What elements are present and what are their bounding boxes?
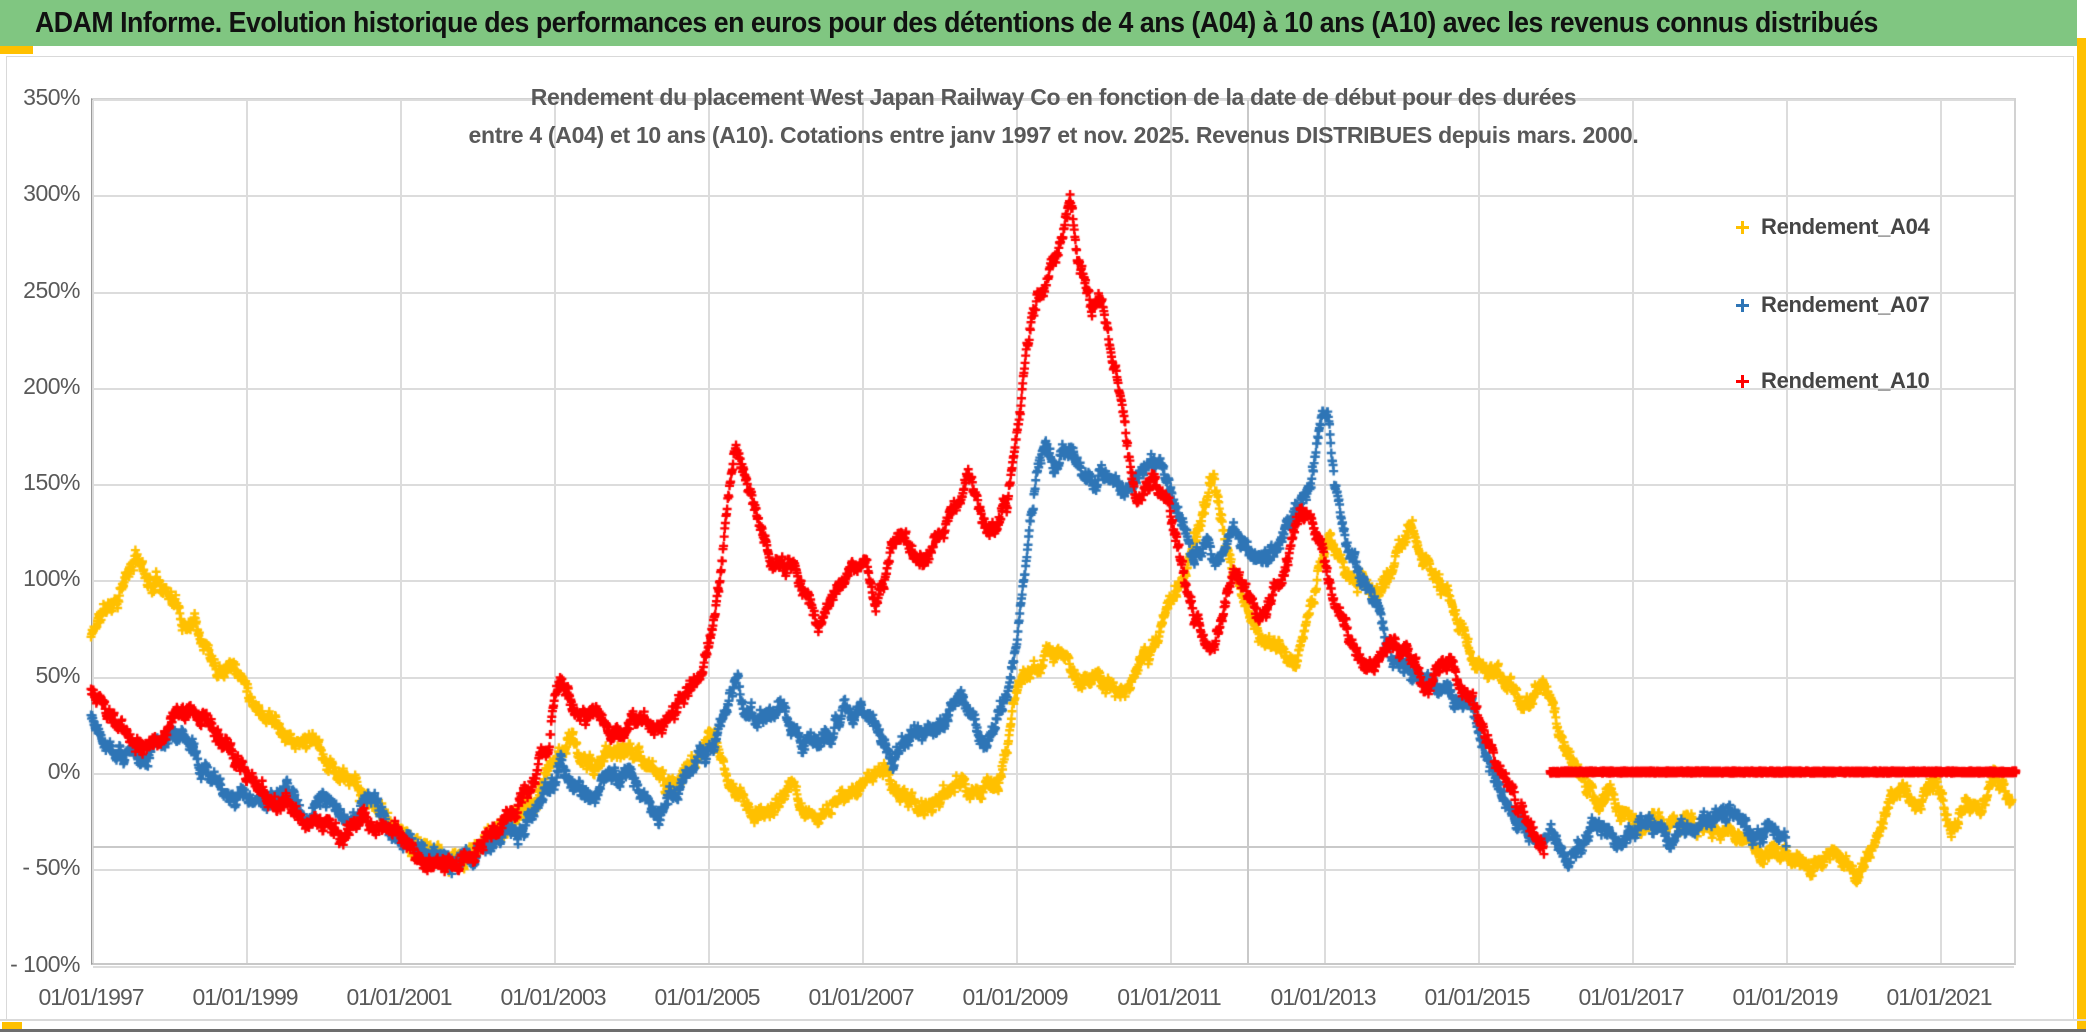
scatter-canvas[interactable] bbox=[0, 0, 2086, 1032]
excel-chart-screenshot: { "banner": { "text": "ADAM Informe. Evo… bbox=[0, 0, 2086, 1032]
